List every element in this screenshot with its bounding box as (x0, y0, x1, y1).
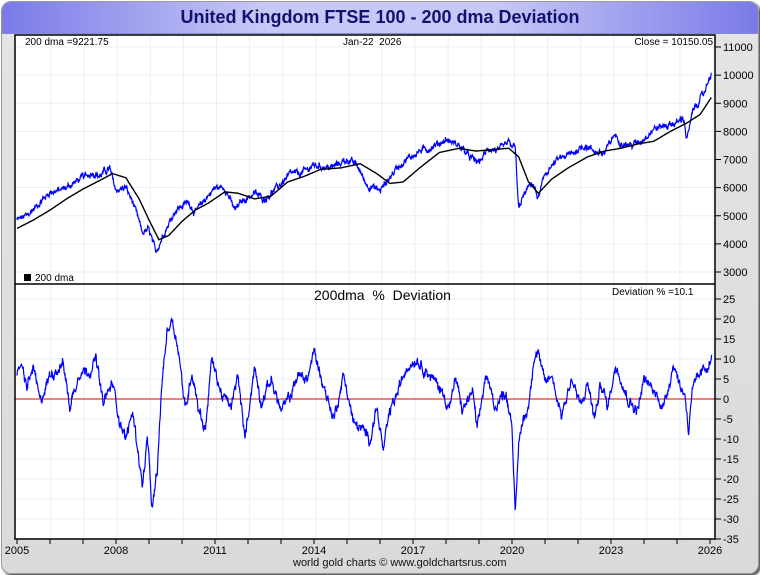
y-tick-label: -20 (723, 474, 739, 486)
close-readout: Close = 10150.05 (634, 37, 713, 48)
dma-readout: 200 dma =9221.75 (25, 37, 109, 48)
y-tick-label: 11000 (723, 42, 753, 54)
y-tick-label: -35 (723, 534, 739, 546)
deviation-line (16, 316, 713, 511)
x-tick-label: 2005 (5, 545, 29, 557)
x-tick-label: 2017 (401, 545, 425, 557)
y-tick-label: -10 (723, 434, 739, 446)
legend-swatch-dma (24, 274, 31, 281)
chart-title: United Kingdom FTSE 100 - 200 dma Deviat… (180, 7, 580, 27)
x-tick-label: 2023 (599, 545, 623, 557)
y-tick-label: 25 (723, 294, 735, 306)
y-tick-label: -5 (723, 414, 733, 426)
y-tick-label: -30 (723, 514, 739, 526)
plot-background (15, 35, 715, 539)
y-tick-label: 15 (723, 334, 735, 346)
deviation-title: 200dma % Deviation (314, 287, 451, 303)
y-tick-label: 3000 (723, 267, 747, 279)
plot-border (14, 34, 716, 540)
y-tick-label: -25 (723, 494, 739, 506)
footer-credit: world gold charts © www.goldchartsrus.co… (293, 557, 507, 569)
legend-label-dma: 200 dma (35, 273, 74, 284)
price-line (16, 72, 712, 254)
y-tick-label: 5 (723, 374, 729, 386)
x-axis: 2005 2008 2011 2014 2017 2020 2023 2026 (5, 539, 722, 557)
y-tick-label: 10000 (723, 70, 754, 82)
y-tick-label: 8000 (723, 126, 747, 138)
y-tick-label: 4000 (723, 239, 747, 251)
deviation-panel (15, 316, 715, 511)
title-bar: United Kingdom FTSE 100 - 200 dma Deviat… (2, 2, 758, 34)
y-tick-label: -15 (723, 454, 739, 466)
x-tick-label: 2026 (698, 545, 722, 557)
date-label: Jan-22 2026 (343, 37, 402, 48)
y-tick-label: 10 (723, 354, 735, 366)
deviation-y-axis: 25 20 15 10 5 0 -5 -10 -15 -20 -25 -30 -35 (715, 294, 739, 546)
x-tick-label: 2011 (203, 545, 227, 557)
y-tick-label: 7000 (723, 155, 747, 167)
grid-lines (15, 35, 715, 539)
price-y-axis: 3000 4000 5000 6000 7000 8000 9000 10000 11000 (715, 42, 754, 279)
y-tick-label: 20 (723, 314, 735, 326)
price-panel (16, 72, 712, 254)
deviation-readout: Deviation % =10.1 (612, 287, 694, 298)
x-tick-label: 2020 (500, 545, 524, 557)
y-tick-label: 0 (723, 394, 729, 406)
y-tick-label: 6000 (723, 183, 747, 195)
x-tick-label: 2014 (302, 545, 326, 557)
y-tick-label: 5000 (723, 211, 747, 223)
y-tick-label: 9000 (723, 98, 747, 110)
x-tick-label: 2008 (104, 545, 128, 557)
dma-line (16, 97, 712, 241)
